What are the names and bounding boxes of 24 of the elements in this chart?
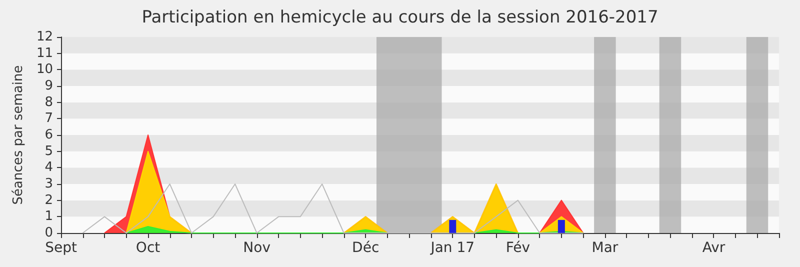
y-tick-label: 10: [36, 62, 53, 78]
x-tick-label: Déc: [352, 240, 380, 256]
x-tick-label: Avr: [702, 240, 726, 256]
x-tick-label: Sept: [45, 240, 78, 256]
y-tick-label: 12: [36, 30, 53, 44]
line-series: [82, 184, 584, 234]
x-tick-label: Fév: [506, 240, 530, 256]
y-tick-label: 3: [44, 176, 53, 192]
y-tick-label: 5: [44, 144, 53, 159]
x-tick-label: Oct: [136, 240, 161, 256]
y-tick-label: 4: [44, 160, 53, 176]
y-tick-label: 2: [44, 192, 53, 208]
y-tick-label: 8: [44, 94, 53, 110]
y-tick-label: 7: [44, 111, 53, 126]
y-tick-label: 1: [44, 209, 53, 224]
x-tick-label: Nov: [243, 240, 270, 256]
y-tick-label: 6: [44, 128, 53, 142]
y-tick-label: 0: [44, 226, 53, 240]
y-axis-title: Séances par semaine: [11, 65, 26, 205]
y-tick-label: 9: [44, 78, 53, 94]
x-tick-label: Mar: [592, 240, 618, 256]
x-tick-label: Jan 17: [430, 240, 475, 256]
y-tick-label: 11: [36, 46, 53, 61]
chart-title: Participation en hemicycle au cours de la session 2016-2017: [142, 8, 658, 28]
